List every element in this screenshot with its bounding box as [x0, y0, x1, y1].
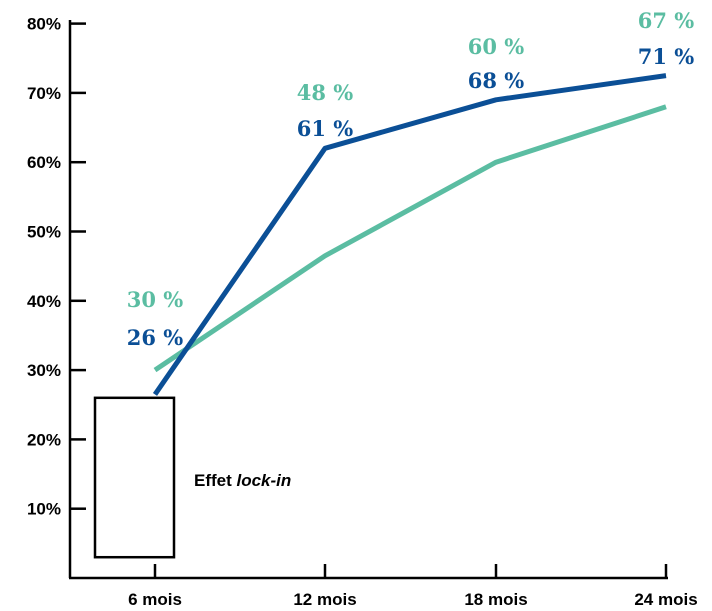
- y-tick-label: 40%: [27, 292, 61, 311]
- y-tick-label: 10%: [27, 500, 61, 519]
- series-layer: [152, 73, 667, 396]
- x-tick-label: 24 mois: [634, 590, 697, 609]
- lock-in-prefix: Effet: [194, 471, 237, 490]
- axes: [68, 20, 668, 580]
- data-labels: 30 % 48 % 60 % 67 % 26 % 61 % 68 % 71 %: [127, 8, 695, 350]
- data-label-s2: 71 %: [638, 44, 695, 69]
- data-label-s1: 30 %: [127, 287, 184, 312]
- x-tick-label: 18 mois: [464, 590, 527, 609]
- data-label-s1: 60 %: [468, 34, 525, 59]
- lock-in-box: [93, 396, 176, 559]
- y-tick-label: 50%: [27, 223, 61, 242]
- data-label-s2: 68 %: [468, 68, 525, 93]
- y-tick-label: 80%: [27, 15, 61, 34]
- y-tick-label: 70%: [27, 84, 61, 103]
- x-tick-label: 6 mois: [128, 590, 182, 609]
- data-label-s1: 67 %: [638, 8, 695, 33]
- data-label-s2: 26 %: [127, 325, 184, 350]
- data-label-s1: 48 %: [297, 80, 354, 105]
- annotation-layer: Effet lock-in: [93, 396, 291, 559]
- y-tick-label: 30%: [27, 361, 61, 380]
- x-ticks: 6 mois 12 mois 18 mois 24 mois: [128, 564, 698, 609]
- y-tick-label: 60%: [27, 153, 61, 172]
- series-line-2: [152, 73, 667, 396]
- lock-in-label: Effet lock-in: [194, 471, 291, 490]
- y-ticks: 10% 20% 30% 40% 50% 60% 70% 80%: [27, 15, 86, 519]
- data-label-s2: 61 %: [297, 116, 354, 141]
- series-line-1: [153, 104, 667, 373]
- y-tick-label: 20%: [27, 430, 61, 449]
- x-tick-label: 12 mois: [293, 590, 356, 609]
- lock-in-italic: lock-in: [237, 471, 292, 490]
